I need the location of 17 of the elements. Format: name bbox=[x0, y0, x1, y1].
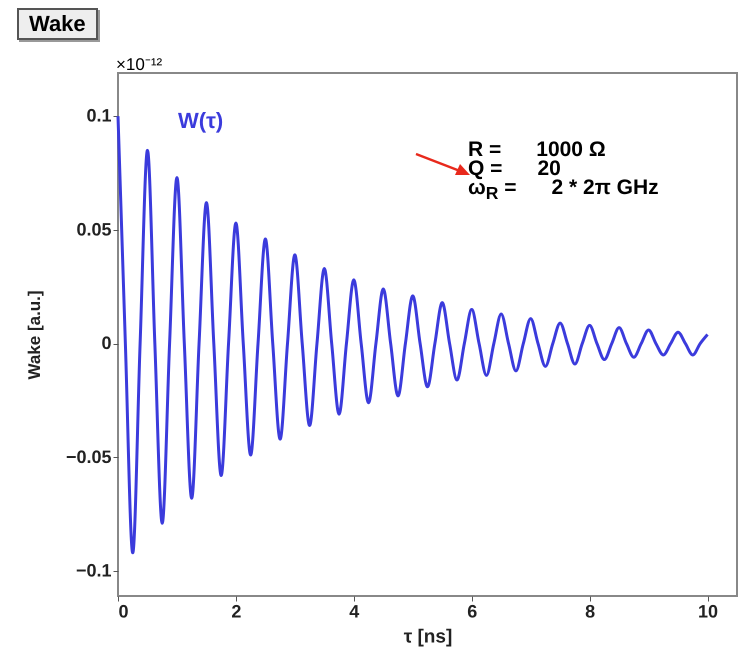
x-tick-label: 4 bbox=[349, 602, 360, 622]
y-axis-title: Wake [a.u.] bbox=[24, 290, 44, 380]
x-axis-title: τ [ns] bbox=[404, 626, 452, 648]
annotation: R = 1000 Ω bbox=[468, 138, 606, 161]
annotation: ×10⁻¹² bbox=[116, 54, 162, 75]
y-tick-label: 0 bbox=[101, 333, 112, 354]
x-tick-label: 10 bbox=[698, 602, 718, 622]
chart-title: Wake bbox=[17, 8, 98, 40]
y-tick-label: −0.1 bbox=[76, 560, 112, 580]
series-label: W(τ) bbox=[178, 108, 224, 134]
y-tick-label: 0.05 bbox=[76, 219, 112, 240]
y-tick-label: 0.1 bbox=[86, 106, 112, 126]
x-tick-label: 0 bbox=[118, 602, 129, 622]
x-tick-label: 6 bbox=[467, 602, 478, 622]
x-tick-label: 2 bbox=[231, 602, 242, 622]
y-tick-label: −0.05 bbox=[66, 446, 112, 467]
x-tick-label: 8 bbox=[585, 602, 596, 622]
